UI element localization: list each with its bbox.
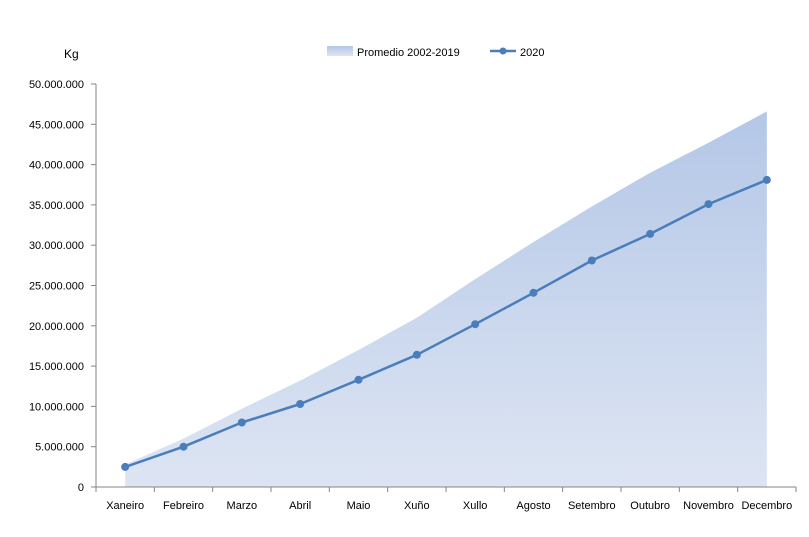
- x-tick-label: Xullo: [463, 500, 487, 512]
- x-tick-label: Febreiro: [163, 500, 204, 512]
- legend: Promedio 2002-2019 2020: [327, 46, 544, 59]
- axes: 0 5.000.000 10.000.000 15.000.000 20.000.000…: [29, 79, 797, 512]
- line-point-2020: [121, 462, 130, 471]
- x-tick-label: Xaneiro: [106, 500, 144, 512]
- x-tick-label: Abril: [289, 500, 311, 512]
- line-point-2020: [296, 400, 305, 408]
- y-tick-label: 25.000.000: [29, 281, 84, 293]
- line-point-2020: [587, 256, 596, 265]
- y-axis-unit-label: Kg: [64, 47, 79, 61]
- x-tick-label: Xuño: [404, 500, 430, 512]
- area-series-promedio: [125, 111, 767, 488]
- x-tick-label: Decembro: [741, 500, 792, 512]
- y-tick-label: 20.000.000: [29, 321, 84, 333]
- y-tick-label: 15.000.000: [29, 361, 84, 373]
- plot-area: [121, 111, 771, 488]
- line-point-2020: [354, 375, 363, 384]
- line-series-2020: [124, 178, 768, 469]
- x-tick-label: Outubro: [630, 500, 670, 512]
- y-tick-label: 50.000.000: [29, 79, 84, 91]
- line-point-2020: [646, 229, 655, 238]
- legend-label-2020: 2020: [520, 47, 544, 59]
- x-tick-label: Agosto: [516, 500, 550, 512]
- y-tick-label: 10.000.000: [29, 401, 84, 413]
- legend-swatch-promedio: [327, 46, 353, 56]
- line-point-2020: [704, 200, 713, 209]
- y-tick-label: 5.000.000: [35, 442, 84, 454]
- x-tick-label: Setembro: [568, 500, 616, 512]
- y-tick-label: 45.000.000: [29, 119, 84, 131]
- y-tick-label: 35.000.000: [29, 200, 84, 212]
- line-point-2020: [412, 350, 421, 359]
- line-point-2020: [762, 175, 771, 184]
- y-tick-label: 0: [78, 482, 84, 494]
- line-point-2020: [237, 418, 246, 427]
- x-tick-label: Maio: [347, 500, 371, 512]
- x-tick-label: Marzo: [227, 500, 258, 512]
- y-tick-label: 30.000.000: [29, 240, 84, 252]
- line-point-2020: [471, 320, 480, 329]
- x-tick-label: Novembro: [683, 500, 734, 512]
- y-tick-label: 40.000.000: [29, 160, 84, 172]
- legend-label-promedio: Promedio 2002-2019: [357, 47, 460, 59]
- legend-swatch-2020-marker: [499, 47, 507, 55]
- line-point-2020: [179, 442, 188, 451]
- line-point-2020: [529, 288, 538, 297]
